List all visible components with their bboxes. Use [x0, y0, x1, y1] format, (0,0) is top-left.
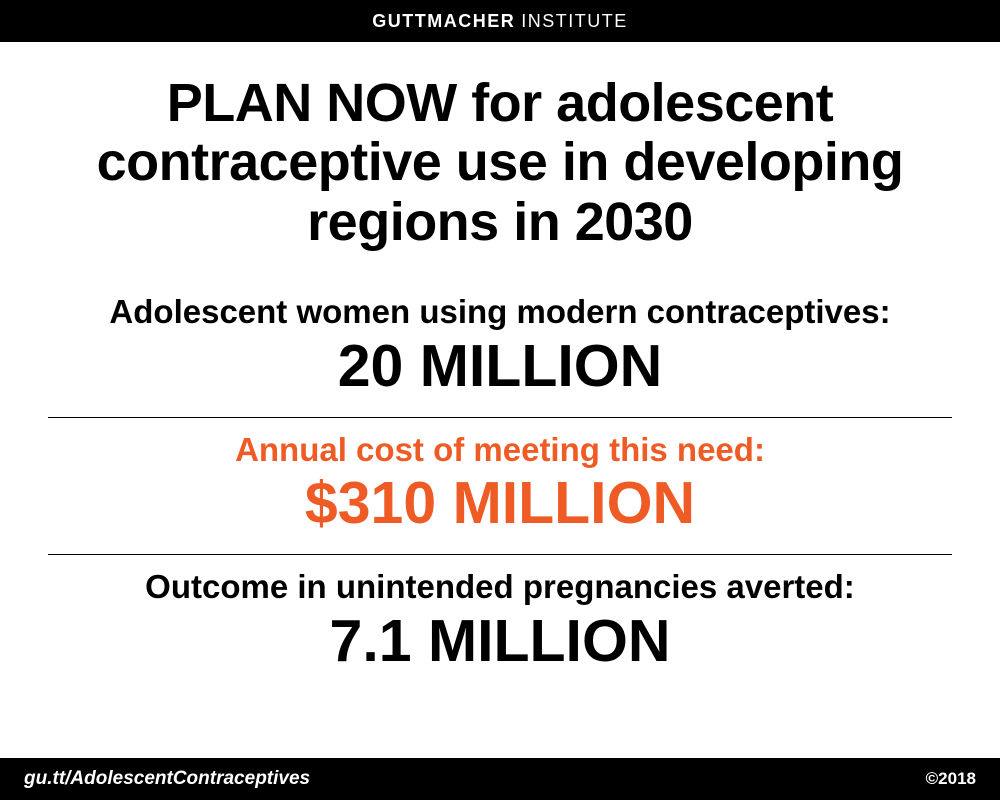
content-area: PLAN NOW for adolescent contraceptive us… — [0, 42, 1000, 758]
stat-label: Annual cost of meeting this need: — [48, 430, 952, 470]
brand-light: INSTITUTE — [521, 11, 628, 32]
stat-block-users: Adolescent women using modern contracept… — [48, 280, 952, 416]
stat-value: 7.1 MILLION — [48, 609, 952, 674]
stat-block-cost: Annual cost of meeting this need: $310 M… — [48, 418, 952, 554]
footer-copyright: ©2018 — [926, 769, 976, 789]
stat-label: Adolescent women using modern contracept… — [48, 292, 952, 332]
stat-value: $310 MILLION — [48, 471, 952, 536]
footer-url: gu.tt/AdolescentContraceptives — [24, 768, 310, 790]
main-title: PLAN NOW for adolescent contraceptive us… — [48, 74, 952, 252]
header-bar: GUTTMACHER INSTITUTE — [0, 0, 1000, 42]
stat-label: Outcome in unintended pregnancies averte… — [48, 567, 952, 607]
footer-bar: gu.tt/AdolescentContraceptives ©2018 — [0, 758, 1000, 800]
stat-block-outcome: Outcome in unintended pregnancies averte… — [48, 555, 952, 691]
stat-value: 20 MILLION — [48, 334, 952, 399]
brand-bold: GUTTMACHER — [372, 11, 515, 32]
